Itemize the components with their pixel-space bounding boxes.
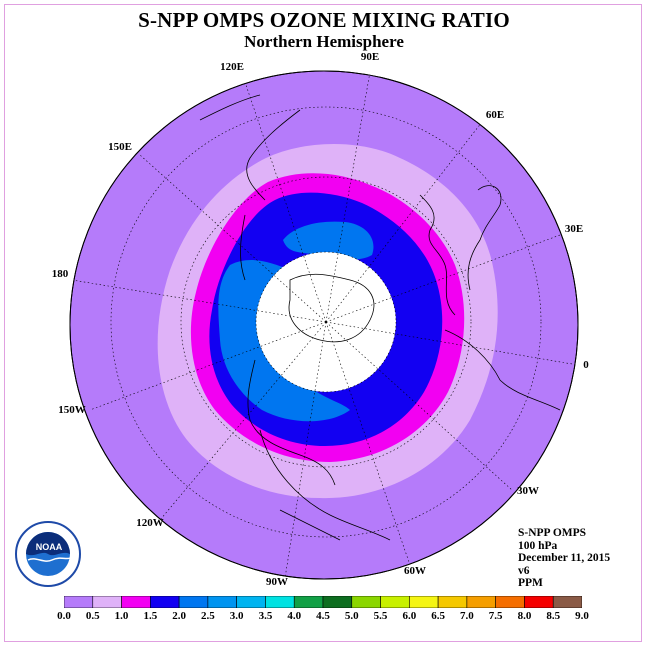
noaa-logo-text: NOAA	[35, 542, 63, 552]
colorbar-tick-label: 6.0	[402, 610, 417, 622]
longitude-label: 60E	[486, 109, 504, 121]
colorbar-segment	[524, 596, 554, 608]
colorbar-tick-label: 3.5	[258, 610, 273, 622]
longitude-label: 180	[52, 268, 69, 280]
map-subtitle: Northern Hemisphere	[244, 32, 404, 51]
colorbar-segment	[121, 596, 151, 608]
colorbar-segment	[150, 596, 180, 608]
colorbar-segment	[322, 596, 353, 608]
longitude-label: 120W	[136, 517, 164, 529]
graticule-meridians	[71, 71, 578, 579]
coastlines	[199, 94, 561, 541]
colorbar-tick-label: 7.0	[460, 610, 474, 622]
colorbar-segment	[552, 596, 582, 608]
colorbar-segment	[351, 596, 381, 608]
colorbar-tick-label: 3.0	[229, 610, 244, 622]
longitude-label: 120E	[220, 61, 244, 73]
colorbar-tick-label: 1.0	[114, 610, 129, 622]
longitude-label: 150E	[108, 141, 132, 153]
map-title: S-NPP OMPS OZONE MIXING RATIO	[138, 8, 510, 32]
colorbar-tick-label: 5.0	[344, 610, 359, 622]
graticule-parallels	[110, 106, 542, 538]
info-instrument: S-NPP OMPS	[518, 527, 587, 539]
colorbar-segment	[265, 596, 295, 608]
colorbar-segment	[92, 596, 122, 608]
colorbar-tick-label: 2.0	[172, 610, 186, 622]
colorbar-tick-label: 0.0	[57, 610, 71, 622]
longitude-label: 0	[583, 359, 589, 371]
colorbar-segment	[437, 596, 468, 608]
colorbar-tick-label: 6.5	[431, 610, 445, 622]
colorbar-segment	[178, 596, 209, 608]
colorbar-tick-label: 2.5	[201, 610, 215, 622]
colorbar-segment	[64, 596, 94, 608]
longitude-label: 30E	[565, 223, 583, 235]
colorbar-tick-label: 8.5	[546, 610, 561, 622]
info-version: v6	[518, 564, 530, 577]
longitude-label: 90W	[266, 576, 288, 588]
colorbar-segment	[236, 596, 266, 608]
colorbar-tick-label: 0.5	[85, 610, 100, 622]
colorbar-segment	[207, 596, 237, 608]
info-units: PPM	[518, 577, 543, 590]
info-block: S-NPP OMPS 100 hPa December 11, 2015 v6 …	[518, 527, 610, 590]
colorbar-tick-label: 4.5	[316, 610, 330, 622]
longitude-label: 30W	[517, 485, 539, 497]
plot-frame	[4, 4, 642, 642]
colorbar-tick-label: 9.0	[575, 610, 589, 622]
ozone-band-2.0-2.5-north	[283, 221, 374, 260]
colorbar-segment	[293, 596, 324, 608]
colorbar-tick-label: 1.5	[143, 610, 158, 622]
longitude-label: 150W	[58, 404, 86, 416]
colorbar-tick-label: 4.0	[287, 610, 302, 622]
info-date: December 11, 2015	[518, 552, 611, 565]
colorbar-segment	[495, 596, 525, 608]
colorbar-tick-label: 8.0	[517, 610, 532, 622]
noaa-logo	[15, 521, 81, 587]
longitude-label: 90E	[361, 51, 379, 63]
info-level: 100 hPa	[518, 539, 558, 552]
colorbar-segment	[380, 596, 410, 608]
colorbar-segment	[409, 596, 439, 608]
colorbar-tick-label: 5.5	[373, 610, 388, 622]
longitude-label: 60W	[404, 565, 426, 577]
colorbar-tick-label: 7.5	[488, 610, 503, 622]
colorbar-segment	[466, 596, 496, 608]
colorbar	[64, 596, 582, 608]
